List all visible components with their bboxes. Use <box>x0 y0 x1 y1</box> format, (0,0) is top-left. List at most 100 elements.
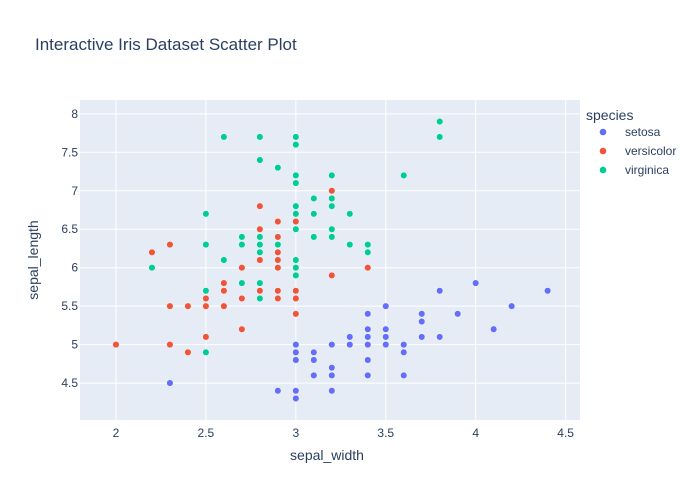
data-point-versicolor[interactable] <box>292 294 300 303</box>
data-point-versicolor[interactable] <box>220 279 228 287</box>
data-point-setosa[interactable] <box>292 341 300 349</box>
data-point-virginica[interactable] <box>328 233 336 241</box>
data-point-versicolor[interactable] <box>328 187 336 195</box>
data-point-versicolor[interactable] <box>202 302 210 310</box>
data-point-setosa[interactable] <box>292 387 300 395</box>
data-point-virginica[interactable] <box>328 171 336 179</box>
data-point-setosa[interactable] <box>328 387 336 395</box>
data-point-virginica[interactable] <box>328 202 336 210</box>
data-point-setosa[interactable] <box>436 287 444 295</box>
data-point-virginica[interactable] <box>292 179 300 187</box>
data-point-setosa[interactable] <box>436 333 444 341</box>
data-point-setosa[interactable] <box>454 310 462 318</box>
data-point-versicolor[interactable] <box>202 333 210 341</box>
data-point-setosa[interactable] <box>310 356 318 364</box>
data-point-setosa[interactable] <box>544 287 552 295</box>
data-point-setosa[interactable] <box>346 341 354 349</box>
data-point-virginica[interactable] <box>328 225 336 233</box>
data-point-setosa[interactable] <box>292 356 300 364</box>
data-point-setosa[interactable] <box>346 333 354 341</box>
data-point-virginica[interactable] <box>346 241 354 249</box>
data-point-virginica[interactable] <box>238 279 246 287</box>
data-point-versicolor[interactable] <box>274 294 282 303</box>
data-point-versicolor[interactable] <box>112 341 120 349</box>
data-point-virginica[interactable] <box>292 133 300 141</box>
data-point-virginica[interactable] <box>256 248 264 256</box>
data-point-versicolor[interactable] <box>292 310 300 318</box>
data-point-virginica[interactable] <box>400 171 408 179</box>
data-point-setosa[interactable] <box>364 325 372 333</box>
data-point-setosa[interactable] <box>364 333 372 341</box>
data-point-virginica[interactable] <box>256 233 264 241</box>
data-point-versicolor[interactable] <box>238 325 246 333</box>
data-point-versicolor[interactable] <box>256 287 264 295</box>
data-point-virginica[interactable] <box>220 133 228 141</box>
data-point-versicolor[interactable] <box>274 287 282 295</box>
data-point-versicolor[interactable] <box>238 264 246 272</box>
data-point-virginica[interactable] <box>346 210 354 218</box>
data-point-virginica[interactable] <box>310 233 318 241</box>
data-point-setosa[interactable] <box>490 325 498 333</box>
data-point-virginica[interactable] <box>202 241 210 249</box>
data-point-versicolor[interactable] <box>166 241 174 249</box>
legend-item-virginica[interactable]: virginica <box>599 163 670 177</box>
legend-item-setosa[interactable]: setosa <box>599 125 661 139</box>
plot-area[interactable] <box>80 100 580 420</box>
data-point-virginica[interactable] <box>292 141 300 149</box>
data-point-versicolor[interactable] <box>292 287 300 295</box>
data-point-setosa[interactable] <box>382 333 390 341</box>
data-point-setosa[interactable] <box>508 302 516 310</box>
data-point-virginica[interactable] <box>238 241 246 249</box>
data-point-setosa[interactable] <box>382 302 390 310</box>
data-point-virginica[interactable] <box>364 241 372 249</box>
data-point-setosa[interactable] <box>418 333 426 341</box>
data-point-versicolor[interactable] <box>256 256 264 264</box>
data-point-virginica[interactable] <box>274 241 282 249</box>
data-point-virginica[interactable] <box>256 279 264 287</box>
data-point-virginica[interactable] <box>220 256 228 264</box>
data-point-virginica[interactable] <box>202 210 210 218</box>
data-point-setosa[interactable] <box>328 371 336 379</box>
data-point-setosa[interactable] <box>328 341 336 349</box>
data-point-virginica[interactable] <box>310 210 318 218</box>
data-point-virginica[interactable] <box>274 164 282 172</box>
data-point-setosa[interactable] <box>274 387 282 395</box>
data-point-virginica[interactable] <box>292 225 300 233</box>
data-point-versicolor[interactable] <box>184 302 192 310</box>
data-point-setosa[interactable] <box>328 364 336 372</box>
data-point-versicolor[interactable] <box>274 233 282 241</box>
data-point-virginica[interactable] <box>292 202 300 210</box>
data-point-versicolor[interactable] <box>202 294 210 303</box>
data-point-setosa[interactable] <box>382 325 390 333</box>
data-point-virginica[interactable] <box>364 248 372 256</box>
data-point-setosa[interactable] <box>292 394 300 403</box>
data-point-virginica[interactable] <box>256 133 264 141</box>
data-point-setosa[interactable] <box>400 341 408 349</box>
data-point-setosa[interactable] <box>310 371 318 379</box>
data-point-virginica[interactable] <box>238 233 246 241</box>
data-point-virginica[interactable] <box>292 271 300 279</box>
data-point-versicolor[interactable] <box>148 248 156 256</box>
data-point-setosa[interactable] <box>364 371 372 379</box>
data-point-virginica[interactable] <box>202 348 210 356</box>
data-point-versicolor[interactable] <box>166 341 174 349</box>
data-point-virginica[interactable] <box>328 194 336 203</box>
data-point-versicolor[interactable] <box>328 271 336 279</box>
data-point-versicolor[interactable] <box>274 256 282 264</box>
data-point-virginica[interactable] <box>292 264 300 272</box>
data-point-versicolor[interactable] <box>274 248 282 256</box>
data-point-versicolor[interactable] <box>256 225 264 233</box>
data-point-versicolor[interactable] <box>238 294 246 303</box>
data-point-virginica[interactable] <box>436 133 444 141</box>
data-point-setosa[interactable] <box>418 310 426 318</box>
data-point-versicolor[interactable] <box>274 264 282 272</box>
data-point-setosa[interactable] <box>472 279 480 287</box>
data-point-setosa[interactable] <box>382 341 390 349</box>
data-point-virginica[interactable] <box>292 210 300 218</box>
data-point-virginica[interactable] <box>256 294 264 303</box>
data-point-versicolor[interactable] <box>184 348 192 356</box>
data-point-virginica[interactable] <box>148 264 156 272</box>
data-point-versicolor[interactable] <box>256 202 264 210</box>
data-point-virginica[interactable] <box>436 117 444 126</box>
data-point-virginica[interactable] <box>292 171 300 179</box>
